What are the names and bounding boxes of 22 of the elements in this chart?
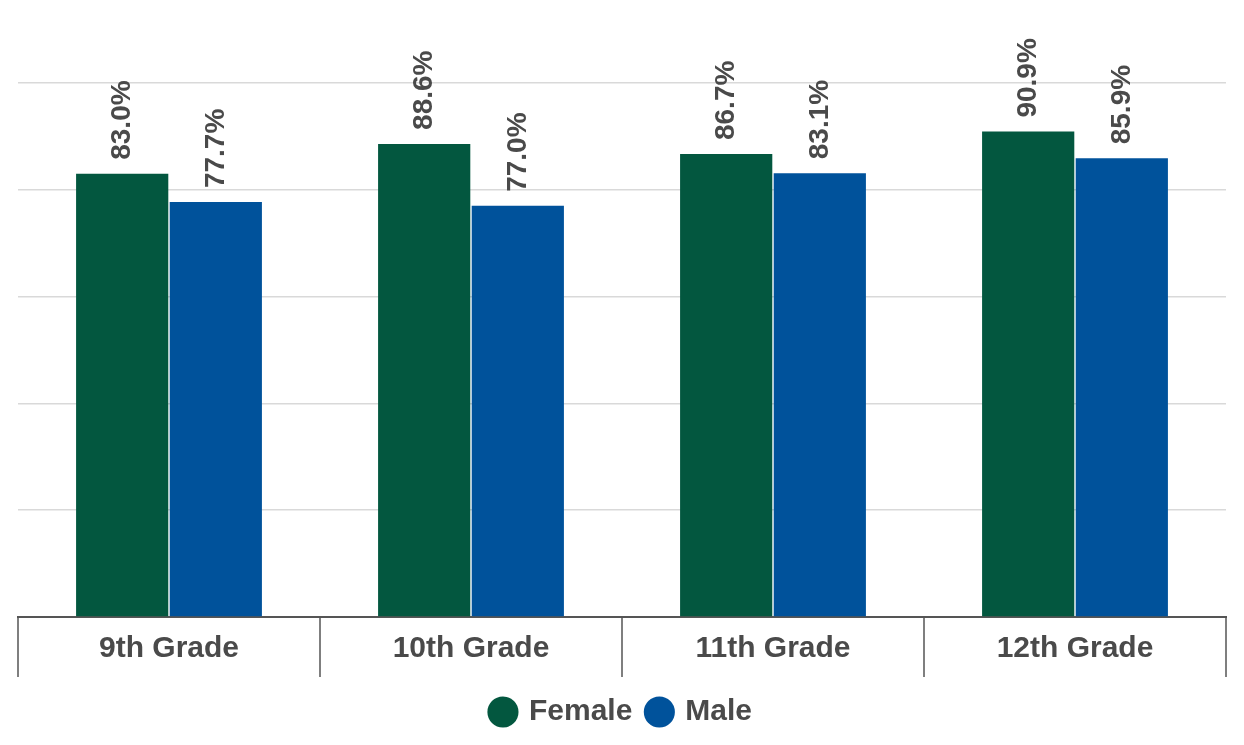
bar [1075,158,1168,617]
legend-label: Female [528,693,633,727]
bar [773,173,866,617]
data-label: 86.7% [708,60,740,141]
x-tick-label: 9th Grade [98,630,240,664]
bar [982,131,1075,617]
bar [76,173,169,617]
bar [169,202,262,617]
data-label: 90.9% [1010,38,1042,118]
bar [471,205,564,617]
data-label: 77.7% [198,108,230,189]
data-label: 83.1% [802,79,834,160]
data-label: 83.0% [104,80,136,160]
x-tick-label: 12th Grade [996,630,1154,664]
bar [680,154,773,617]
bar [378,143,471,617]
legend-label: Male [685,693,753,727]
x-tick-label: 10th Grade [392,630,550,664]
data-label: 77.0% [500,112,532,192]
data-label: 88.6% [406,50,438,130]
data-label: 85.9% [1104,64,1136,145]
x-tick-label: 11th Grade [695,630,851,664]
